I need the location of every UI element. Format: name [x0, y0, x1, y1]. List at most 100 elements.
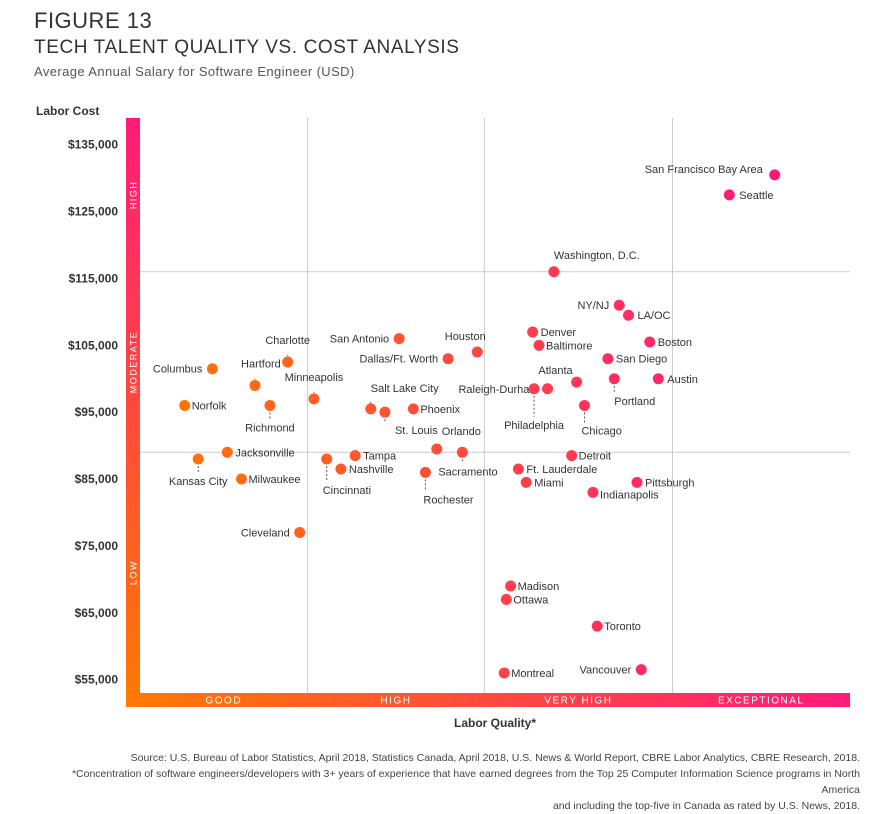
data-point: [500, 593, 512, 605]
data-point: [542, 383, 554, 395]
y-tick-label: $95,000: [75, 405, 119, 419]
data-point: [769, 169, 781, 181]
y-tick-label: $135,000: [68, 138, 118, 152]
data-point: [321, 453, 333, 465]
quality-band-label: HIGH: [380, 696, 411, 707]
data-point: [723, 189, 735, 201]
y-axis-label: Labor Cost: [36, 104, 100, 118]
cost-band-label: HIGH: [129, 181, 139, 210]
point-label: Nashville: [349, 464, 394, 476]
y-tick-label: $55,000: [75, 673, 119, 687]
y-tick-label: $105,000: [68, 338, 118, 352]
data-point: [635, 664, 647, 676]
source-note: Source: U.S. Bureau of Labor Statistics,…: [40, 750, 860, 814]
y-tick-label: $75,000: [75, 539, 119, 553]
chart-subtitle: Average Annual Salary for Software Engin…: [34, 64, 355, 79]
point-label: Richmond: [245, 423, 295, 435]
point-label: Raleigh-Durham: [458, 384, 538, 396]
point-label: Seattle: [739, 190, 773, 202]
data-point: [294, 527, 306, 539]
point-label: Charlotte: [265, 335, 310, 347]
point-label: Houston: [445, 331, 486, 343]
data-point: [471, 346, 483, 358]
point-label: Salt Lake City: [371, 383, 439, 395]
point-label: Washington, D.C.: [554, 250, 640, 262]
data-point: [505, 580, 517, 592]
point-label: Chicago: [581, 426, 621, 438]
data-point: [308, 393, 320, 405]
point-label: Denver: [541, 327, 577, 339]
footnote-line-2: and including the top-five in Canada as …: [552, 800, 860, 812]
point-label: Atlanta: [538, 365, 573, 377]
point-label: Milwaukee: [249, 474, 301, 486]
data-point: [282, 356, 294, 368]
point-label: Miami: [534, 477, 563, 489]
data-point: [498, 667, 510, 679]
point-label: Ft. Lauderdale: [526, 464, 597, 476]
data-point: [578, 400, 590, 411]
point-label: Dallas/Ft. Worth: [359, 354, 438, 366]
cost-band-label: MODERATE: [129, 331, 139, 393]
data-point: [631, 476, 643, 488]
data-point: [206, 363, 218, 375]
data-point: [652, 373, 664, 385]
y-axis-bar: [126, 118, 140, 707]
point-label: Minneapolis: [285, 372, 344, 384]
quality-band-label: VERY HIGH: [544, 696, 612, 707]
x-axis-bar: [126, 693, 850, 707]
point-label: Madison: [518, 581, 560, 593]
y-tick-label: $65,000: [75, 606, 119, 620]
data-point: [527, 326, 539, 338]
data-point: [571, 376, 583, 388]
source-line: Source: U.S. Bureau of Labor Statistics,…: [130, 752, 860, 764]
point-label: Cleveland: [241, 528, 290, 540]
point-label: Ottawa: [513, 594, 549, 606]
data-point: [221, 446, 233, 458]
data-point: [349, 450, 361, 462]
point-label: Cincinnati: [323, 485, 371, 497]
data-point: [533, 339, 545, 351]
quality-band-label: EXCEPTIONAL: [718, 696, 805, 707]
figure-label: FIGURE 13: [34, 8, 153, 33]
data-point: [179, 400, 191, 411]
point-label: Columbus: [153, 364, 203, 376]
axis-layer: $55,000 $65,000 $75,000 $85,000 $95,000 $105,…: [68, 118, 850, 707]
point-label: San Diego: [616, 354, 667, 366]
point-label: Phoenix: [420, 404, 460, 416]
data-point: [613, 299, 625, 311]
data-point: [407, 403, 419, 415]
data-point: [622, 309, 634, 321]
data-point: [419, 466, 431, 478]
point-label: Indianapolis: [600, 489, 659, 501]
data-point: [566, 450, 578, 462]
point-label: San Antonio: [330, 334, 389, 346]
data-point: [587, 486, 599, 498]
data-point: [608, 373, 620, 385]
data-point: [236, 473, 248, 485]
data-point: [249, 379, 261, 391]
data-point: [365, 403, 377, 415]
point-label: Boston: [658, 337, 692, 349]
point-label: NY/NJ: [577, 300, 609, 312]
point-label: Kansas City: [169, 476, 228, 488]
point-label: Toronto: [604, 621, 641, 633]
data-point: [528, 383, 540, 395]
point-label: Orlando: [442, 426, 481, 438]
point-label: Philadelphia: [504, 420, 565, 432]
data-point: [520, 476, 532, 488]
point-label: Rochester: [423, 494, 473, 506]
x-axis-label: Labor Quality*: [453, 716, 536, 730]
data-point: [393, 333, 405, 345]
data-point: [442, 353, 454, 365]
point-label: Pittsburgh: [645, 477, 695, 489]
grid-layer: [140, 118, 850, 693]
data-point: [456, 446, 468, 458]
data-point: [591, 620, 603, 632]
point-label: LA/OC: [637, 310, 670, 322]
data-point: [192, 453, 204, 465]
point-label: Portland: [614, 396, 655, 408]
point-label: Baltimore: [546, 340, 592, 352]
point-label: Hartford: [241, 358, 281, 370]
data-point: [264, 400, 276, 411]
point-label: Tampa: [363, 451, 397, 463]
